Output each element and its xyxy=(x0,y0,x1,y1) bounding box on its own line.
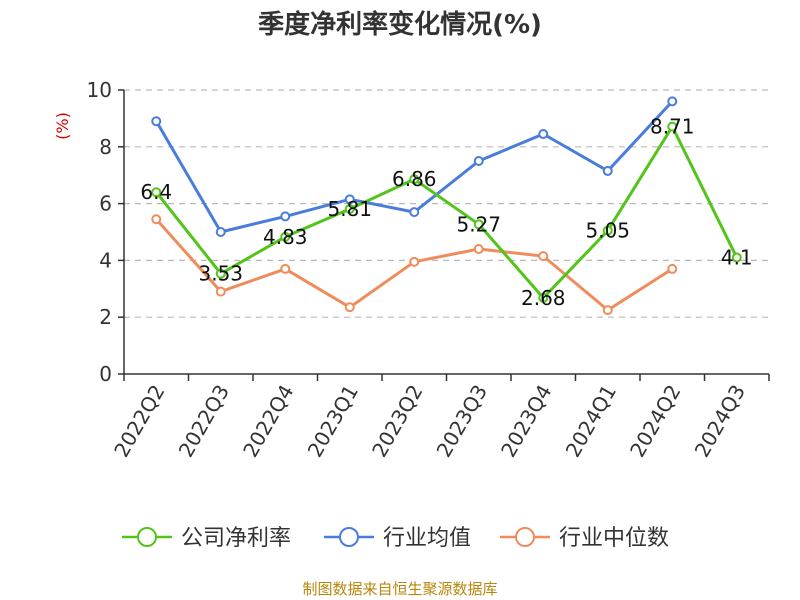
legend-marker-icon xyxy=(515,527,535,547)
legend-item[interactable]: 公司净利率 xyxy=(122,526,291,551)
data-point xyxy=(280,211,291,222)
y-tick-label: 4 xyxy=(99,248,112,272)
y-tick-label: 6 xyxy=(99,192,112,216)
legend-marker-icon xyxy=(137,527,157,547)
data-label: 5.81 xyxy=(327,197,372,221)
data-point xyxy=(409,207,420,218)
x-tick-label: 2023Q2 xyxy=(367,381,427,462)
x-tick-label: 2023Q4 xyxy=(496,381,556,462)
data-point xyxy=(731,252,742,263)
y-tick-label: 8 xyxy=(99,135,112,159)
data-point xyxy=(602,305,613,316)
x-tick-label: 2022Q3 xyxy=(174,381,234,462)
data-point xyxy=(344,194,355,205)
legend-item[interactable]: 行业中位数 xyxy=(500,526,669,551)
data-label: 2.68 xyxy=(521,286,566,310)
x-tick-label: 2024Q3 xyxy=(690,381,750,462)
data-point xyxy=(602,225,613,236)
series-line xyxy=(155,125,739,300)
data-point xyxy=(409,256,420,267)
data-point xyxy=(280,263,291,274)
legend-item[interactable]: 行业均值 xyxy=(324,526,471,551)
data-point xyxy=(667,96,678,107)
x-tick-label: 2022Q4 xyxy=(238,381,298,462)
data-point xyxy=(667,263,678,274)
chart-title: 季度净利率变化情况(%) xyxy=(258,9,542,40)
y-axis-label: (%) xyxy=(53,112,72,140)
data-label: 5.05 xyxy=(585,219,630,243)
data-point xyxy=(344,203,355,214)
data-point xyxy=(473,219,484,230)
data-label: 3.53 xyxy=(198,262,243,286)
legend-marker-icon xyxy=(339,527,359,547)
y-tick-label: 2 xyxy=(99,305,112,329)
data-point xyxy=(344,302,355,313)
data-point xyxy=(602,165,613,176)
data-point xyxy=(280,231,291,242)
y-tick-label: 0 xyxy=(99,362,112,386)
series-lines xyxy=(151,96,742,316)
data-point xyxy=(667,121,678,132)
data-label: 5.27 xyxy=(456,212,501,236)
legend-label: 公司净利率 xyxy=(181,526,291,551)
data-point xyxy=(538,251,549,262)
data-point xyxy=(151,214,162,225)
data-point xyxy=(538,292,549,303)
legend[interactable]: 公司净利率 行业均值 行业中位数 xyxy=(122,526,669,551)
x-tick-label: 2024Q2 xyxy=(625,381,685,462)
x-tick-label: 2022Q2 xyxy=(109,381,169,462)
x-tick-label: 2023Q3 xyxy=(432,381,492,462)
data-point xyxy=(215,268,226,279)
data-label: 6.86 xyxy=(392,167,437,191)
data-point xyxy=(473,156,484,166)
grid-lines xyxy=(124,89,769,318)
data-point xyxy=(538,129,549,140)
data-point xyxy=(473,244,484,255)
data-point xyxy=(151,187,162,198)
legend-label: 行业中位数 xyxy=(559,526,669,551)
data-label: 4.83 xyxy=(263,225,308,249)
x-tick-label: 2024Q1 xyxy=(561,381,621,462)
data-point xyxy=(215,286,226,297)
legend-label: 行业均值 xyxy=(383,526,471,551)
data-label: 4.1 xyxy=(721,246,753,270)
data-point xyxy=(215,227,226,237)
data-label: 6.4 xyxy=(140,180,172,204)
data-source-note: 制图数据来自恒生聚源数据库 xyxy=(302,580,497,598)
data-label: 8.71 xyxy=(650,115,695,139)
data-point xyxy=(151,116,162,127)
data-labels: 6.4 3.53 4.83 5.81 6.86 5.27 2.68 5.05 8.71 4.1 xyxy=(140,115,752,310)
y-tick-label: 10 xyxy=(87,78,112,102)
x-tick-label: 2023Q1 xyxy=(303,381,363,462)
data-point xyxy=(409,174,420,185)
